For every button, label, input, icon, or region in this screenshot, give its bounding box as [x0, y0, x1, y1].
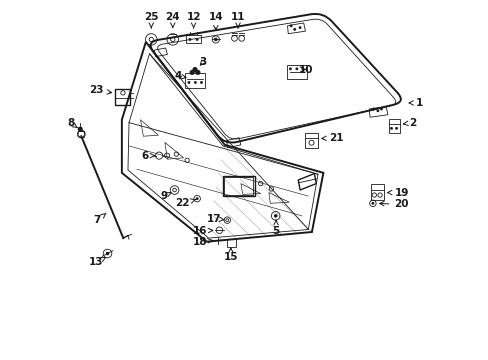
Text: 1: 1 [408, 98, 422, 108]
Circle shape [195, 197, 198, 200]
Circle shape [273, 214, 277, 218]
Text: 2: 2 [403, 118, 416, 128]
Circle shape [187, 81, 190, 84]
Text: 22: 22 [175, 198, 195, 208]
Text: 8: 8 [67, 118, 77, 128]
Circle shape [200, 81, 203, 84]
Circle shape [214, 38, 217, 41]
Text: 19: 19 [386, 188, 408, 198]
Circle shape [394, 127, 397, 130]
Text: 21: 21 [321, 133, 343, 143]
Text: 25: 25 [144, 12, 158, 28]
Text: 17: 17 [206, 214, 224, 224]
Text: 13: 13 [88, 257, 105, 267]
Text: 15: 15 [223, 248, 238, 262]
Bar [223, 176, 254, 196]
Bar [185, 73, 204, 88]
Bar [185, 35, 201, 43]
Circle shape [371, 108, 374, 111]
Circle shape [293, 28, 296, 31]
Text: 3: 3 [199, 57, 206, 67]
Circle shape [190, 70, 194, 75]
Circle shape [78, 127, 82, 132]
Text: 5: 5 [272, 220, 279, 236]
Circle shape [371, 202, 373, 205]
Text: 6: 6 [141, 150, 154, 161]
Text: 16: 16 [192, 226, 212, 236]
Circle shape [188, 38, 191, 41]
Circle shape [376, 109, 379, 112]
Circle shape [288, 67, 291, 70]
Circle shape [379, 108, 382, 111]
Text: 12: 12 [186, 12, 201, 28]
Circle shape [298, 26, 301, 29]
Text: 4: 4 [174, 71, 185, 81]
Text: 11: 11 [230, 12, 245, 28]
Bar [304, 134, 318, 148]
Circle shape [295, 67, 298, 70]
Bar [370, 184, 384, 201]
Bar [286, 65, 306, 78]
Circle shape [289, 24, 292, 27]
Text: 18: 18 [192, 237, 212, 247]
Bar [226, 239, 235, 247]
Circle shape [105, 252, 109, 255]
Circle shape [194, 81, 196, 84]
Circle shape [301, 67, 304, 70]
Text: 10: 10 [298, 64, 313, 75]
Circle shape [389, 127, 392, 130]
Text: 9: 9 [160, 191, 171, 201]
Text: 24: 24 [165, 12, 180, 28]
Text: 14: 14 [208, 12, 223, 30]
Text: 20: 20 [379, 199, 408, 210]
Circle shape [195, 70, 200, 75]
Text: 23: 23 [89, 85, 111, 95]
Text: 7: 7 [94, 213, 106, 225]
Bar [115, 89, 130, 105]
Bar [224, 177, 253, 195]
Circle shape [195, 38, 198, 41]
Bar [388, 119, 399, 134]
Circle shape [192, 67, 197, 72]
